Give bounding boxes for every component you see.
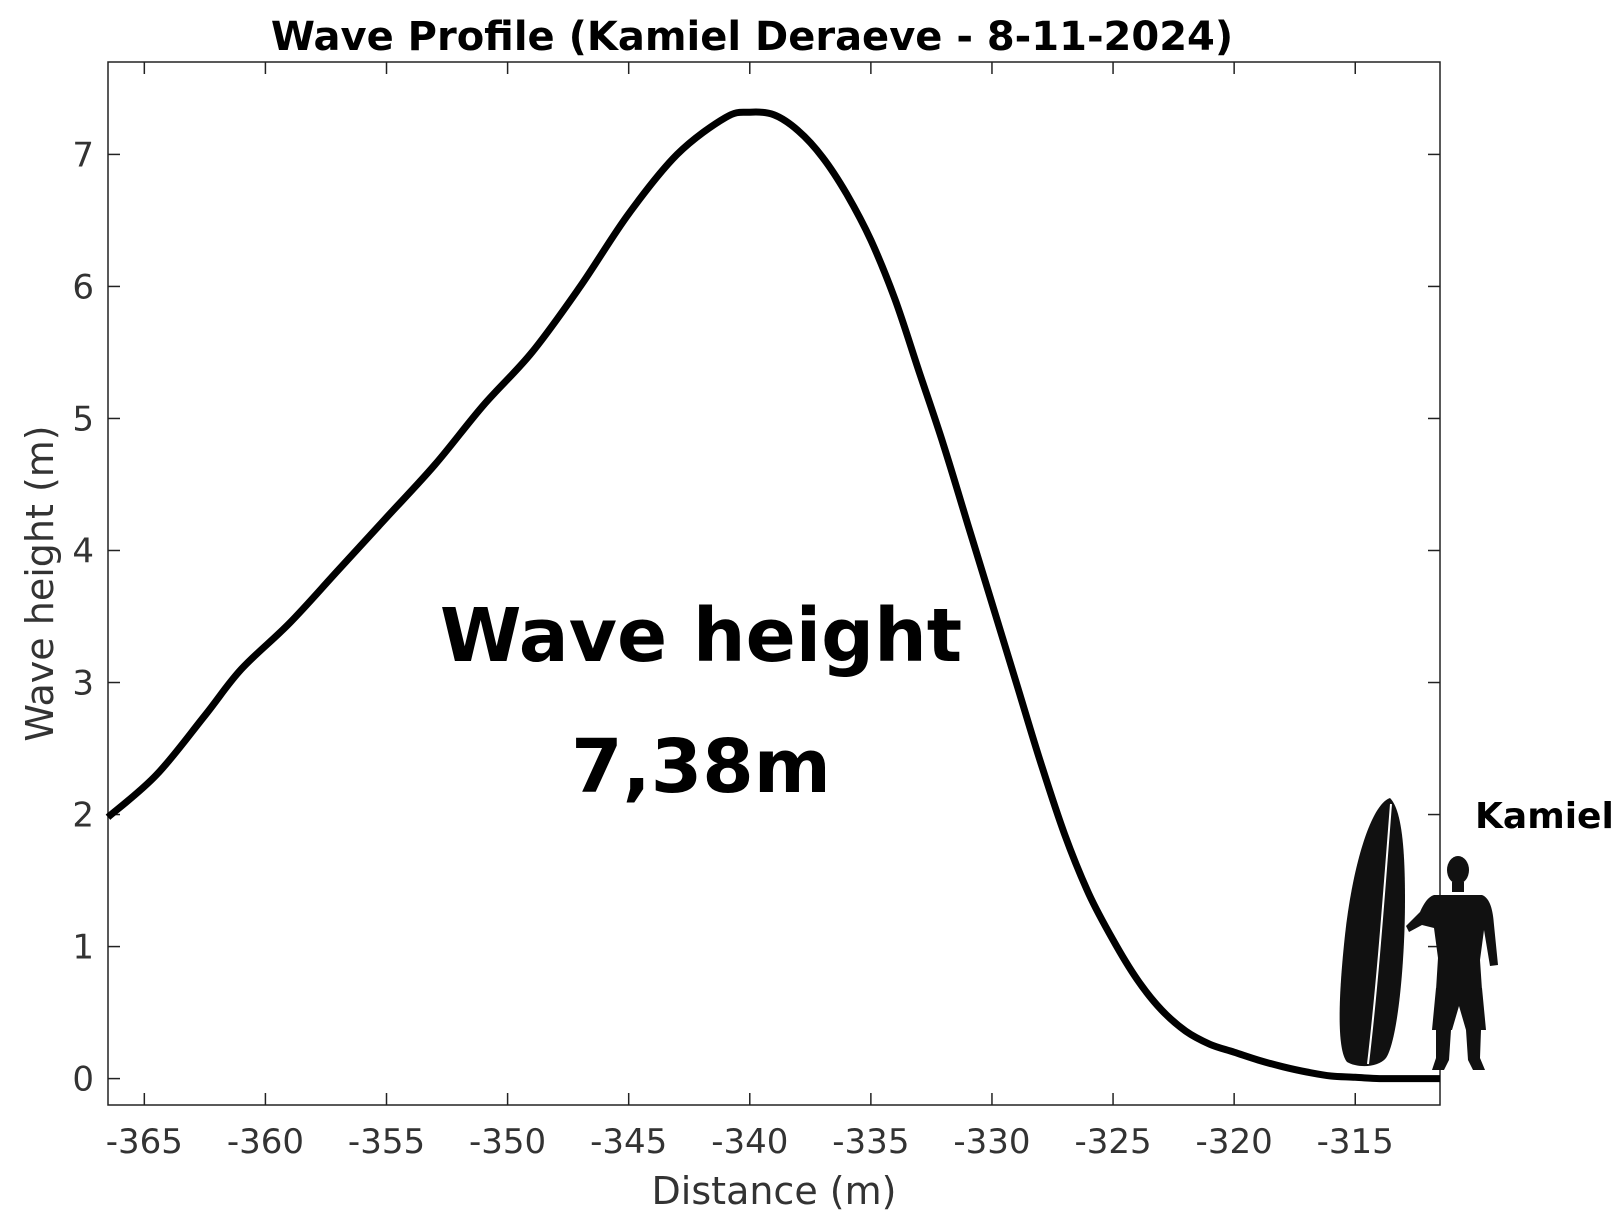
chart-title: Wave Profile (Kamiel Deraeve - 8-11-2024…	[271, 14, 1233, 60]
axes: -365 -360 -355 -350 -345 -340 -335 -330 -325 -320…	[18, 61, 1441, 1213]
surfboard-icon	[1339, 798, 1405, 1067]
y-tick-label: 7	[72, 135, 94, 175]
x-tick-label: -350	[469, 1122, 546, 1162]
plot-area	[105, 108, 1440, 1083]
x-tick-label: -315	[1317, 1122, 1394, 1162]
x-tick-label: -365	[106, 1122, 183, 1162]
x-tick-label: -360	[227, 1122, 304, 1162]
y-tick-label: 3	[72, 664, 94, 704]
x-tick-label: -335	[832, 1122, 909, 1162]
surfer-silhouette-icon	[1406, 856, 1498, 1070]
wave-profile-line	[105, 108, 1440, 1083]
plot-frame	[107, 61, 1441, 1106]
y-tick-label: 5	[72, 399, 94, 439]
x-axis-label: Distance (m)	[652, 1169, 897, 1213]
y-tick-label: 0	[72, 1060, 94, 1100]
surfer-label: Kamiel	[1475, 796, 1611, 837]
y-tick-label: 1	[72, 928, 94, 968]
x-tick-label: -340	[711, 1122, 788, 1162]
annotation-wave-height-value: 7,38m	[571, 724, 831, 810]
x-tick-label: -345	[590, 1122, 667, 1162]
x-tick-label: -325	[1074, 1122, 1151, 1162]
x-tick-label: -330	[953, 1122, 1030, 1162]
annotation-wave-height-label: Wave height	[440, 593, 962, 679]
y-tick-label: 6	[72, 267, 94, 307]
y-tick-label: 2	[72, 796, 94, 836]
x-tick-label: -355	[348, 1122, 425, 1162]
y-axis-label: Wave height (m)	[18, 425, 62, 741]
y-tick-label: 4	[72, 531, 94, 571]
x-tick-label: -320	[1196, 1122, 1273, 1162]
